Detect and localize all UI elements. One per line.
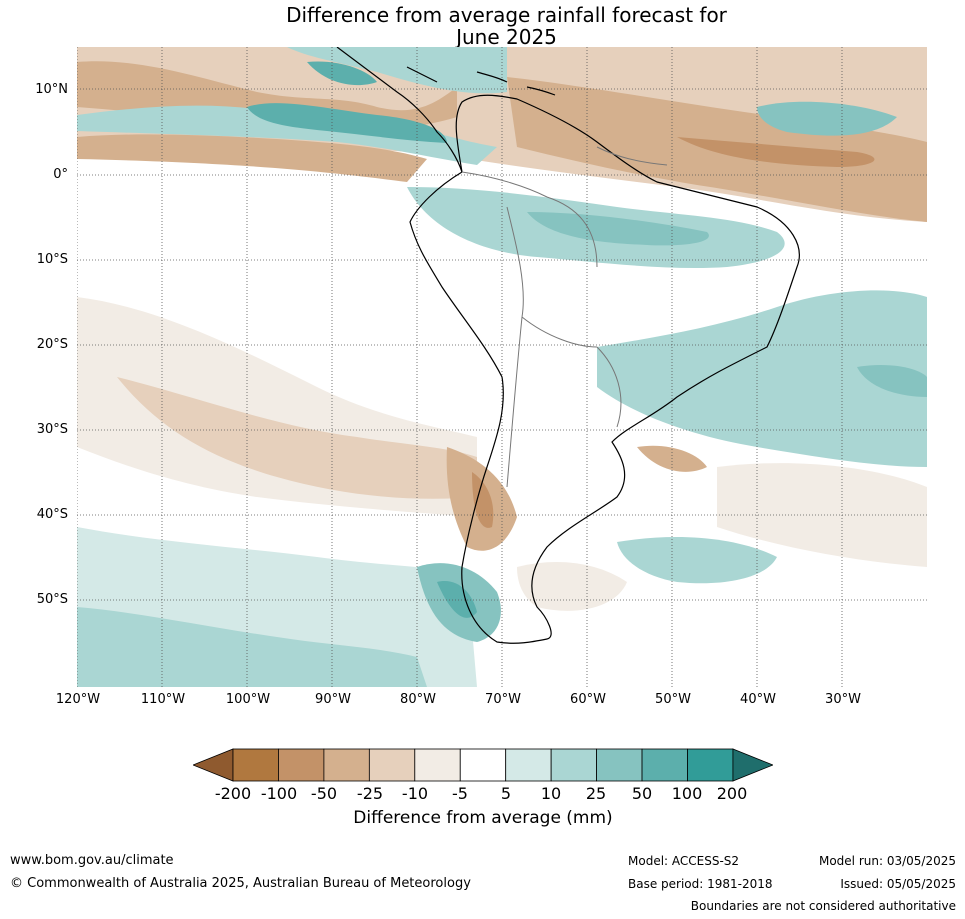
colorbar-cells [193,748,773,782]
lon-label-40w: 40°W [740,692,776,707]
wet-east-brazil [597,290,927,467]
dry-band-atlantic-core [677,137,875,167]
title-line-2: June 2025 [456,25,557,49]
lat-label-0: 0° [53,167,68,182]
lon-label-100w: 100°W [225,692,271,707]
footer-issued: Issued: 05/05/2025 [840,877,956,891]
lon-label-30w: 30°W [825,692,861,707]
colorbar-tick: 200 [716,784,748,803]
lat-label-10n: 10°N [35,82,68,97]
title-line-1: Difference from average rainfall forecas… [286,3,727,27]
lon-label-70w: 70°W [485,692,521,707]
graticule [77,47,927,687]
lat-label-40s: 40°S [36,507,68,522]
colorbar-tick: 25 [585,784,607,803]
colorbar-tick: -50 [310,784,338,803]
colorbar-cell [414,748,461,782]
coastlines [336,47,800,644]
wet-south-pacific-2 [77,607,427,687]
colorbar [193,748,773,782]
dry-band-north-2 [77,134,427,182]
wet-patagonia-core [437,581,477,618]
lon-label-60w: 60°W [570,692,606,707]
colorbar-extend-high [732,748,773,782]
colorbar-tick: 10 [540,784,562,803]
colorbar-extend-low [193,748,234,782]
colorbar-tick: 50 [631,784,653,803]
wet-band-north-1 [77,105,497,165]
wet-patch-caribbean [287,47,507,94]
map-canvas [77,47,927,687]
wet-patch-amazon-core [527,212,709,246]
wet-patch-atlantic [757,101,897,136]
colorbar-tick: -25 [356,784,384,803]
lat-label-30s: 30°S [36,422,68,437]
colorbar-tick: 5 [500,784,512,803]
footer-model: Model: ACCESS-S2 [628,854,740,868]
footer-base-period: Base period: 1981-2018 [628,877,773,891]
south-america-coast [409,94,800,644]
wet-patch-south-atlantic [617,537,777,584]
caribbean-islands [406,66,556,96]
lon-label-110w: 110°W [140,692,186,707]
colorbar-cell [459,748,507,782]
lat-label-20s: 20°S [36,337,68,352]
wet-east-brazil-core [857,365,927,397]
colorbar-cell [505,748,552,782]
colorbar-cell [596,748,643,782]
footer-copyright: © Commonwealth of Australia 2025, Austra… [10,876,471,891]
lon-label-80w: 80°W [400,692,436,707]
rainfall-anomaly-fields [77,47,927,687]
dry-chile-core [472,472,494,528]
central-america-coast [336,47,463,173]
colorbar-cell [278,748,325,782]
lon-label-90w: 90°W [315,692,351,707]
lon-label-50w: 50°W [655,692,691,707]
colorbar-tick: 100 [671,784,703,803]
borders [461,146,668,488]
footer-model-run: Model run: 03/05/2025 [818,854,956,868]
rainfall-map[interactable] [77,47,927,687]
dry-pacific [117,377,477,499]
wet-band-north-2 [247,103,447,143]
colorbar-cell [687,748,734,782]
colorbar-cell [550,748,597,782]
colorbar-cell [323,748,370,782]
lat-label-50s: 50°S [36,592,68,607]
faint-dry-argentina [517,562,627,611]
colorbar-label: Difference from average (mm) [353,808,613,828]
wet-patch-caribbean-core [307,61,377,86]
map-title: Difference from average rainfall forecas… [0,4,965,48]
colorbar-tick: -5 [452,784,468,803]
faint-dry-south-atlantic [717,463,927,567]
footer-boundaries: Boundaries are not considered authoritat… [690,899,956,913]
lon-label-120w: 120°W [55,692,101,707]
colorbar-tick: -200 [214,784,252,803]
colorbar-tick: -100 [260,784,298,803]
lat-label-10s: 10°S [36,252,68,267]
colorbar-tick: -10 [401,784,429,803]
footer-url[interactable]: www.bom.gov.au/climate [10,853,174,868]
colorbar-cell [641,748,688,782]
colorbar-cell [368,748,416,782]
colorbar-cell [232,748,279,782]
